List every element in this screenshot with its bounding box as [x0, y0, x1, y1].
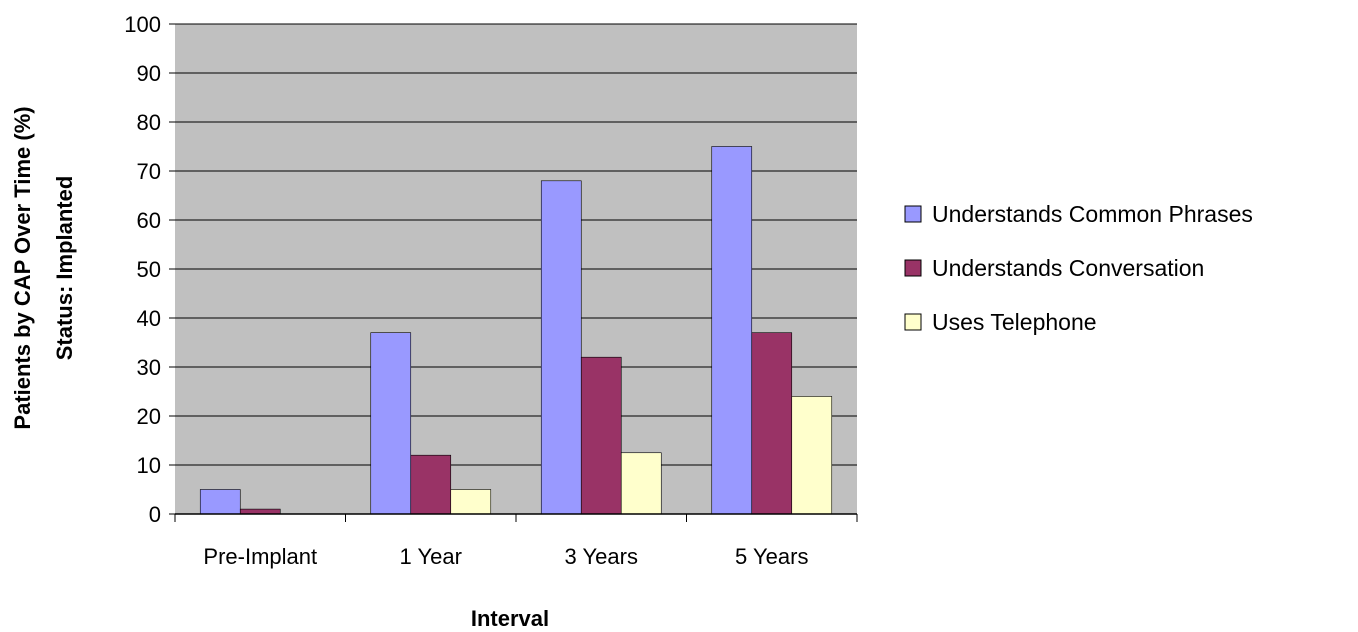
legend-label: Understands Conversation [932, 255, 1204, 281]
y-tick-label: 90 [137, 61, 161, 86]
y-tick-label: 20 [137, 404, 161, 429]
y-tick-label: 30 [137, 355, 161, 380]
legend-label: Uses Telephone [932, 309, 1097, 335]
y-tick-label: 0 [149, 502, 161, 527]
bar [540, 180, 582, 515]
y-tick-label: 60 [137, 208, 161, 233]
x-tick-label: Pre-Implant [203, 544, 317, 569]
bar [450, 489, 492, 515]
y-axis-title-line-2: Status: Implanted [52, 176, 77, 361]
x-tick-labels: Pre-Implant 1 Year 3 Years 5 Years [203, 544, 808, 569]
bar [199, 489, 241, 515]
y-tick-label: 40 [137, 306, 161, 331]
legend-swatch [904, 259, 922, 277]
x-tick-label: 5 Years [735, 544, 808, 569]
bar [410, 454, 452, 515]
legend-label: Understands Common Phrases [932, 201, 1253, 227]
bar [620, 452, 662, 515]
bars [199, 146, 833, 515]
legend-swatch [904, 205, 922, 223]
x-axis-title: Interval [471, 606, 549, 631]
x-tick-label: 1 Year [400, 544, 462, 569]
y-tick-label: 70 [137, 159, 161, 184]
y-axis-title-line-1: Patients by CAP Over Time (%) [10, 106, 35, 429]
y-axis-title: Patients by CAP Over Time (%) Status: Im… [10, 106, 77, 429]
bar [791, 396, 833, 515]
x-tick-label: 3 Years [565, 544, 638, 569]
bar [751, 332, 793, 515]
y-tick-labels: 0 10 20 30 40 50 60 70 80 90 100 [124, 12, 161, 527]
bar [580, 356, 622, 515]
y-tick-label: 80 [137, 110, 161, 135]
legend: Understands Common Phrases Understands Co… [904, 201, 1253, 335]
bar [711, 146, 753, 515]
y-tick-label: 10 [137, 453, 161, 478]
y-tick-label: 50 [137, 257, 161, 282]
y-tick-label: 100 [124, 12, 161, 37]
bar [370, 332, 412, 515]
legend-swatch [904, 313, 922, 331]
